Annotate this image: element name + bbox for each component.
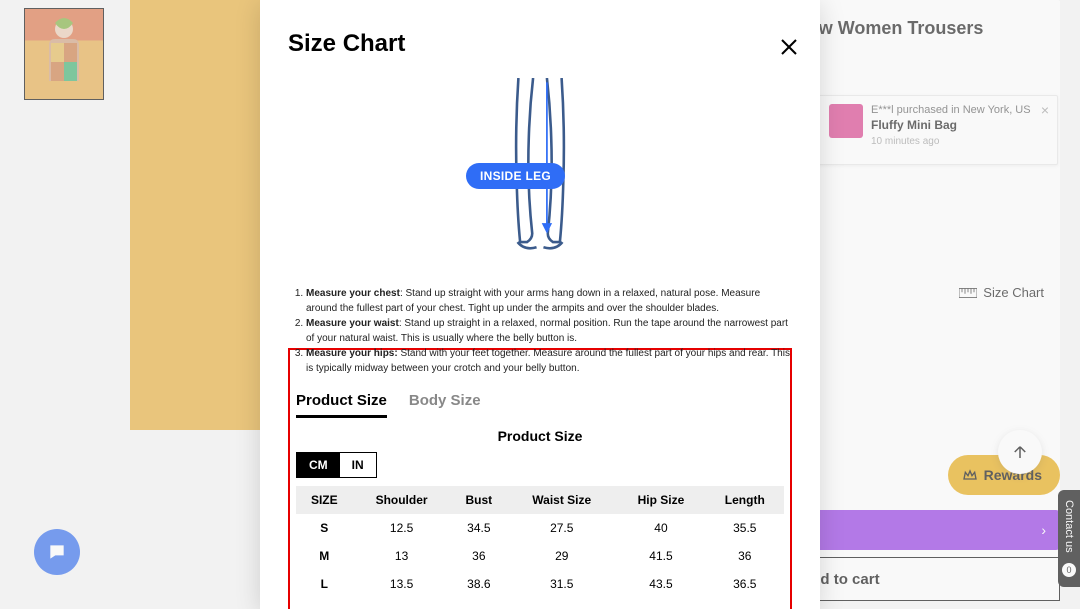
table-cell: M xyxy=(296,542,353,570)
table-header: SIZE xyxy=(296,486,353,514)
table-header: Hip Size xyxy=(616,486,705,514)
size-table-region: Product Size Body Size Product Size CM I… xyxy=(288,348,792,609)
measurement-diagram: INSIDE LEG xyxy=(288,78,792,268)
table-header: Waist Size xyxy=(507,486,616,514)
table-cell: 36 xyxy=(451,542,508,570)
tab-body-size[interactable]: Body Size xyxy=(409,392,481,418)
table-cell: 34.5 xyxy=(451,514,508,542)
table-cell: 13.5 xyxy=(353,570,451,598)
table-cell: 43.5 xyxy=(616,570,705,598)
unit-toggle: CM IN xyxy=(296,452,377,478)
modal-close-button[interactable] xyxy=(780,38,798,61)
table-cell: 12.5 xyxy=(353,514,451,542)
table-title: Product Size xyxy=(296,428,784,444)
table-cell: 36.5 xyxy=(706,570,784,598)
size-chart-modal: Size Chart INSIDE LEG Measure your chest… xyxy=(260,0,820,609)
table-cell: 29 xyxy=(507,542,616,570)
table-cell: 13 xyxy=(353,542,451,570)
table-cell: 31.5 xyxy=(507,570,616,598)
instruction-item: Measure your waist: Stand up straight in… xyxy=(306,316,792,346)
table-header: Shoulder xyxy=(353,486,451,514)
inside-leg-label: INSIDE LEG xyxy=(466,163,565,189)
unit-in[interactable]: IN xyxy=(340,453,376,477)
table-row: S12.534.527.54035.5 xyxy=(296,514,784,542)
table-cell: S xyxy=(296,514,353,542)
table-cell: 40 xyxy=(616,514,705,542)
table-cell: 38.6 xyxy=(451,570,508,598)
modal-title: Size Chart xyxy=(288,30,792,58)
table-cell: 27.5 xyxy=(507,514,616,542)
table-row: L13.538.631.543.536.5 xyxy=(296,570,784,598)
table-row: M13362941.536 xyxy=(296,542,784,570)
size-table: SIZEShoulderBustWaist SizeHip SizeLength… xyxy=(296,486,784,598)
table-cell: 35.5 xyxy=(706,514,784,542)
size-tabs: Product Size Body Size xyxy=(296,392,784,418)
unit-cm[interactable]: CM xyxy=(297,453,340,477)
table-cell: L xyxy=(296,570,353,598)
table-header: Length xyxy=(706,486,784,514)
table-header: Bust xyxy=(451,486,508,514)
tab-product-size[interactable]: Product Size xyxy=(296,392,387,418)
table-cell: 36 xyxy=(706,542,784,570)
close-icon xyxy=(780,38,798,56)
table-cell: 41.5 xyxy=(616,542,705,570)
instruction-item: Measure your chest: Stand up straight wi… xyxy=(306,286,792,316)
